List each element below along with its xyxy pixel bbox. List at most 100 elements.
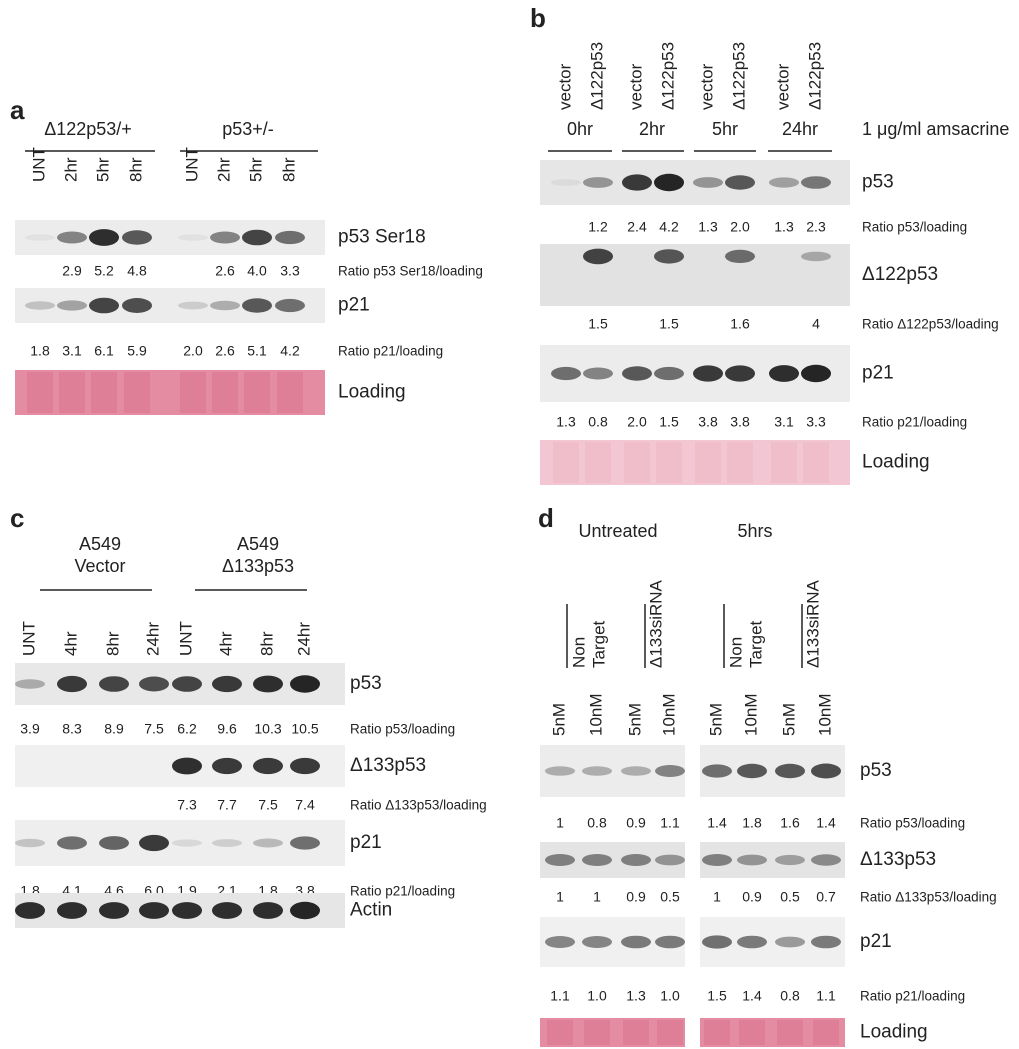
- band: [89, 229, 119, 246]
- ratio-label: Ratio p21/loading: [338, 344, 443, 359]
- sirna-label: Target: [589, 620, 608, 668]
- band: [172, 758, 202, 775]
- loading-lane: [212, 372, 238, 413]
- loading-lane: [180, 372, 206, 413]
- ratio-value: 5.2: [94, 263, 114, 279]
- row-label: Δ133p53: [860, 849, 936, 870]
- band: [621, 766, 651, 776]
- band: [655, 936, 685, 949]
- band: [210, 301, 240, 311]
- treatment-label: 1 μg/ml amsacrine: [862, 119, 1009, 139]
- panel-letter: c: [10, 503, 24, 533]
- sirna-label: Non: [726, 637, 745, 668]
- lane-label: 8hr: [126, 157, 145, 182]
- ratio-value: 1.1: [816, 988, 836, 1004]
- lane-label: 5nM: [625, 703, 644, 736]
- ratio-value: 0.8: [588, 414, 608, 430]
- ratio-value: 1.3: [556, 414, 576, 430]
- band: [551, 367, 581, 380]
- loading-lane: [624, 442, 650, 483]
- band: [801, 252, 831, 262]
- lane-label: 5hr: [93, 157, 112, 182]
- loading-lane: [547, 1020, 573, 1045]
- band: [178, 234, 208, 241]
- loading-lane: [777, 1020, 803, 1045]
- band: [253, 839, 283, 848]
- ratio-value: 3.9: [20, 721, 40, 737]
- band: [275, 231, 305, 244]
- loading-lane: [657, 1020, 683, 1045]
- ratio-value: 1.0: [587, 988, 607, 1004]
- row-label: Δ133p53: [350, 755, 426, 776]
- band: [57, 676, 87, 692]
- group-label: Δ133p53: [222, 556, 294, 576]
- ratio-label: Ratio Δ133p53/loading: [860, 890, 997, 905]
- band: [725, 365, 755, 381]
- band: [583, 249, 613, 265]
- ratio-value: 1.5: [659, 414, 679, 430]
- lane-label: 4hr: [216, 631, 235, 656]
- lane-label: 5nM: [779, 703, 798, 736]
- band: [178, 302, 208, 310]
- band: [275, 299, 305, 312]
- loading-lane: [244, 372, 270, 413]
- band: [725, 175, 755, 189]
- loading-lane: [124, 372, 150, 413]
- ratio-value: 4: [812, 316, 820, 332]
- row-label: Δ122p53: [862, 264, 938, 285]
- row-label: Loading: [862, 452, 930, 473]
- band: [811, 854, 841, 865]
- group-label: Untreated: [578, 521, 657, 541]
- ratio-value: 1.5: [588, 316, 608, 332]
- lane-label: 10nM: [659, 693, 678, 736]
- ratio-value: 3.3: [280, 263, 300, 279]
- band: [139, 835, 169, 851]
- lane-label: 24hr: [143, 622, 162, 656]
- ratio-value: 1: [556, 889, 564, 905]
- band: [582, 936, 612, 948]
- ratio-value: 4.8: [127, 263, 147, 279]
- ratio-label: Ratio p53 Ser18/loading: [338, 264, 483, 279]
- lane-label: UNT: [19, 621, 38, 656]
- ratio-value: 1.8: [30, 343, 50, 359]
- ratio-value: 0.9: [626, 815, 646, 831]
- ratio-value: 2.0: [627, 414, 647, 430]
- lane-label: 5nM: [706, 703, 725, 736]
- lane-label: vector: [697, 63, 716, 110]
- band: [545, 766, 575, 776]
- group-label: 2hr: [639, 119, 665, 139]
- panel-letter: b: [530, 3, 546, 33]
- band: [290, 758, 320, 774]
- lane-label: 4hr: [61, 631, 80, 656]
- lane-label: Δ122p53: [729, 42, 748, 110]
- band: [693, 365, 723, 381]
- lane-label: 10nM: [815, 693, 834, 736]
- sirna-label: Non: [569, 637, 588, 668]
- lane-label: 10nM: [741, 693, 760, 736]
- ratio-value: 3.8: [730, 414, 750, 430]
- figure: aΔ122p53/+p53+/-UNT2hr5hr8hrUNT2hr5hr8hr…: [0, 0, 1019, 1049]
- row-label: p53: [862, 172, 894, 193]
- band: [172, 676, 202, 692]
- band: [242, 230, 272, 246]
- band: [545, 936, 575, 948]
- band: [242, 298, 272, 312]
- ratio-value: 1.1: [660, 815, 680, 831]
- ratio-value: 5.9: [127, 343, 147, 359]
- ratio-value: 3.1: [62, 343, 82, 359]
- ratio-value: 7.5: [144, 721, 164, 737]
- loading-lane: [585, 442, 611, 483]
- ratio-value: 1: [713, 889, 721, 905]
- ratio-value: 1.2: [588, 219, 608, 235]
- row-label: p21: [862, 363, 894, 384]
- band: [172, 902, 202, 919]
- ratio-value: 1.3: [698, 219, 718, 235]
- loading-lane: [584, 1020, 610, 1045]
- ratio-value: 4.0: [247, 263, 267, 279]
- ratio-value: 10.5: [291, 721, 318, 737]
- ratio-value: 3.1: [774, 414, 794, 430]
- lane-label: 2hr: [214, 157, 233, 182]
- band: [122, 298, 152, 313]
- row-label: p53: [350, 673, 382, 694]
- loading-lane: [623, 1020, 649, 1045]
